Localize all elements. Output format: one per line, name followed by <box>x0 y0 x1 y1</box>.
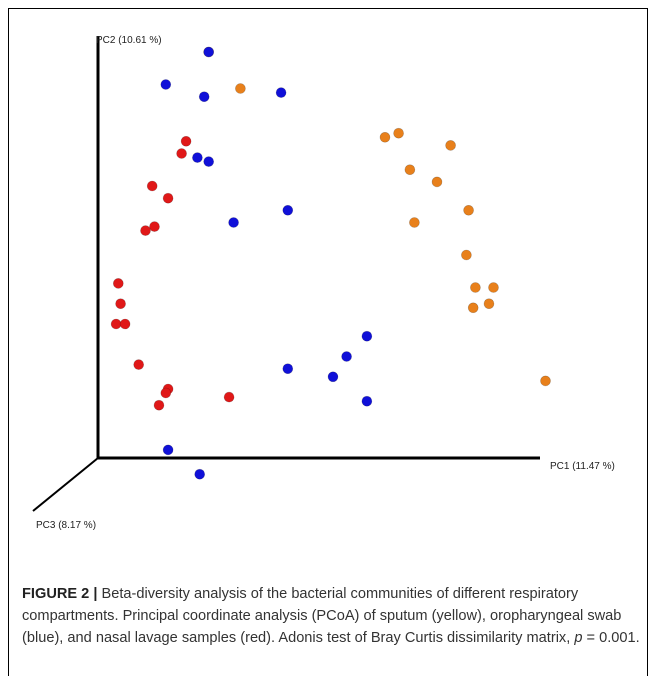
sputum-point <box>445 140 456 151</box>
oropharyngeal-swab-point <box>198 91 210 102</box>
nasal-lavage-point <box>115 298 126 310</box>
oropharyngeal-swab-point <box>228 217 239 228</box>
nasal-lavage-point <box>223 391 235 403</box>
oropharyngeal-swab-point <box>275 87 287 98</box>
oropharyngeal-swab-point <box>192 152 203 163</box>
caption-text: Beta-diversity analysis of the bacterial… <box>22 586 622 646</box>
data-points <box>110 46 551 480</box>
figure-label: FIGURE 2 | <box>22 586 98 602</box>
nasal-lavage-point <box>180 136 192 147</box>
sputum-point <box>379 132 391 143</box>
nasal-lavage-point <box>160 387 172 399</box>
oropharyngeal-swab-point <box>282 205 294 216</box>
nasal-lavage-point <box>162 192 174 204</box>
pc2-axis-label: PC2 (10.61 %) <box>96 35 162 46</box>
nasal-lavage-point <box>113 278 124 289</box>
oropharyngeal-swab-point <box>160 79 172 90</box>
oropharyngeal-swab-point <box>282 363 294 375</box>
nasal-lavage-point <box>119 318 131 330</box>
sputum-point <box>488 282 499 293</box>
sputum-point <box>409 217 420 228</box>
sputum-point <box>393 127 404 139</box>
sputum-point <box>483 298 495 310</box>
sputum-point <box>540 375 551 387</box>
oropharyngeal-swab-point <box>162 444 174 456</box>
nasal-lavage-point <box>153 399 165 411</box>
sputum-point <box>431 176 443 188</box>
oropharyngeal-swab-point <box>361 330 373 342</box>
oropharyngeal-swab-point <box>194 468 205 480</box>
sputum-point <box>404 164 416 175</box>
nasal-lavage-point <box>146 180 158 192</box>
sputum-point <box>467 302 479 314</box>
sputum-point <box>235 83 246 94</box>
caption-p-value: = 0.001. <box>582 630 640 646</box>
axes <box>32 36 540 512</box>
sputum-point <box>470 282 481 293</box>
figure-frame <box>8 8 648 676</box>
figure-caption: FIGURE 2 | Beta-diversity analysis of th… <box>22 583 642 649</box>
oropharyngeal-swab-point <box>361 395 373 407</box>
oropharyngeal-swab-point <box>341 351 352 362</box>
nasal-lavage-point <box>140 225 151 236</box>
oropharyngeal-swab-point <box>203 46 214 58</box>
oropharyngeal-swab-point <box>327 371 339 383</box>
sputum-point <box>463 205 474 216</box>
nasal-lavage-point <box>110 318 122 330</box>
nasal-lavage-point <box>149 221 160 232</box>
sputum-point <box>461 249 472 261</box>
pc3-axis-label: PC3 (8.17 %) <box>36 520 96 531</box>
pcoa-plot: PC2 (10.61 %) PC1 (11.47 %) PC3 (8.17 %) <box>8 8 648 558</box>
pc3-axis-line <box>32 457 99 512</box>
nasal-lavage-point <box>133 359 144 370</box>
pcoa-scatter-svg: PC2 (10.61 %) PC1 (11.47 %) PC3 (8.17 %) <box>32 35 615 531</box>
nasal-lavage-point <box>176 148 187 159</box>
caption-p-symbol: p <box>574 630 583 646</box>
oropharyngeal-swab-point <box>203 156 214 167</box>
pc1-axis-label: PC1 (11.47 %) <box>550 461 615 472</box>
